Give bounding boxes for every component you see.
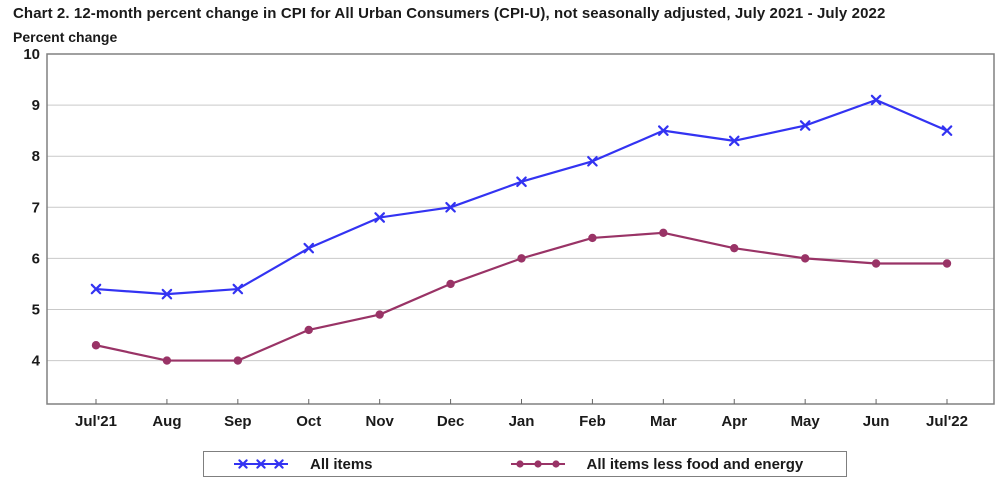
series-line-all-items-less-food-and-energy bbox=[95, 231, 947, 362]
data-point-all-items-less-food-and-energy bbox=[588, 233, 597, 243]
chart-title: Chart 2. 12-month percent change in CPI … bbox=[13, 5, 886, 22]
all-items-less-food-energy-line-swatch bbox=[510, 460, 565, 468]
plot-frame bbox=[46, 53, 995, 405]
data-point-all-items bbox=[90, 283, 102, 295]
all-items-line-swatch bbox=[234, 459, 288, 469]
x-tick-label: Jul'22 bbox=[926, 413, 968, 430]
data-point-all-items bbox=[799, 120, 811, 131]
data-point-all-items-less-food-and-energy bbox=[800, 254, 810, 263]
legend-entry-core-items: All items less food and energy bbox=[509, 455, 804, 473]
series-line-all-items bbox=[95, 98, 948, 296]
legend-marker bbox=[533, 460, 542, 468]
data-point-all-items-less-food-and-energy bbox=[446, 279, 455, 289]
data-point-all-items-less-food-and-energy bbox=[233, 356, 243, 365]
data-point-all-items bbox=[941, 125, 953, 136]
data-point-all-items bbox=[161, 288, 173, 300]
y-tick-label: 5 bbox=[32, 301, 40, 318]
data-point-all-items-less-food-and-energy bbox=[942, 259, 952, 268]
legend-marker bbox=[256, 459, 266, 469]
y-tick-label: 4 bbox=[32, 353, 41, 370]
data-point-all-items-less-food-and-energy bbox=[162, 356, 172, 365]
data-point-all-items bbox=[870, 94, 882, 106]
x-tick-label: Sep bbox=[224, 413, 252, 430]
data-point-all-items bbox=[303, 242, 315, 254]
x-tick-label: Dec bbox=[437, 413, 465, 430]
data-point-all-items-less-food-and-energy bbox=[517, 254, 526, 263]
legend-label-all-items: All items bbox=[310, 455, 373, 473]
data-point-all-items-less-food-and-energy bbox=[730, 243, 739, 253]
x-tick-label: Jun bbox=[863, 413, 890, 430]
x-tick-label: May bbox=[791, 413, 821, 430]
data-point-all-items bbox=[516, 176, 527, 188]
data-point-all-items bbox=[728, 135, 740, 147]
x-tick-label: Oct bbox=[296, 413, 321, 430]
chart-canvas: 4 5 6 7 8 9 10 Jul'21 Aug Sep Oct Nov Dec Jan Feb Mar Ap… bbox=[23, 46, 995, 430]
legend-marker bbox=[515, 460, 524, 468]
legend-marker bbox=[274, 459, 284, 469]
data-point-all-items bbox=[587, 155, 598, 167]
y-tick-label: 8 bbox=[32, 148, 40, 165]
data-point-all-items-less-food-and-energy bbox=[871, 259, 881, 268]
x-tick-label: Nov bbox=[365, 413, 394, 430]
data-point-all-items bbox=[658, 125, 669, 136]
data-point-all-items bbox=[445, 201, 456, 213]
data-point-all-items-less-food-and-energy bbox=[659, 228, 668, 238]
y-tick-label: 9 bbox=[32, 97, 40, 114]
data-point-all-items-less-food-and-energy bbox=[375, 310, 384, 319]
data-point-all-items-less-food-and-energy bbox=[91, 341, 101, 350]
x-tick-label: Mar bbox=[650, 413, 677, 430]
data-point-all-items bbox=[232, 283, 244, 295]
legend-entry-all-items: All items bbox=[232, 456, 373, 473]
x-tick-label: Apr bbox=[721, 413, 747, 430]
y-axis-unit-label: Percent change bbox=[13, 29, 118, 45]
legend-marker bbox=[238, 459, 248, 469]
data-point-all-items-less-food-and-energy bbox=[304, 325, 313, 335]
x-tick-label: Jan bbox=[509, 413, 535, 430]
y-tick-label: 7 bbox=[32, 199, 40, 216]
legend-marker bbox=[551, 460, 560, 468]
y-tick-label: 10 bbox=[23, 46, 40, 63]
data-point-all-items bbox=[374, 212, 385, 223]
x-tick-label: Jul'21 bbox=[75, 413, 117, 430]
y-tick-label: 6 bbox=[32, 250, 40, 267]
x-tick-label: Feb bbox=[579, 413, 606, 430]
x-tick-label: Aug bbox=[152, 413, 181, 430]
legend: All items All items less food and energy bbox=[203, 451, 847, 477]
legend-label-core-items: All items less food and energy bbox=[586, 455, 804, 473]
